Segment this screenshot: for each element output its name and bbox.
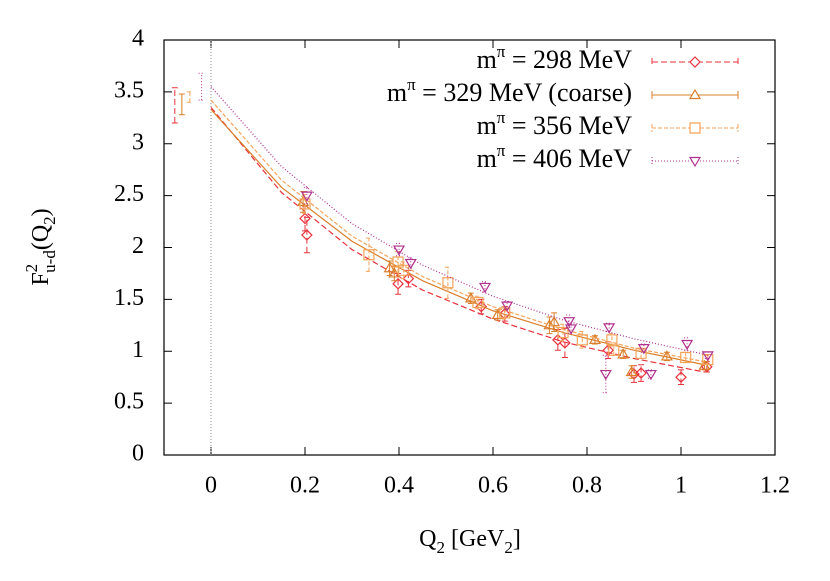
marker <box>392 277 404 290</box>
fit-curve <box>210 99 705 363</box>
error-bar <box>395 272 402 295</box>
error-bar <box>684 337 691 351</box>
marker <box>563 317 576 328</box>
y-tick-label: 0.5 <box>114 389 144 415</box>
marker <box>625 365 638 377</box>
y-tick-label: 0 <box>132 441 144 467</box>
fit-curve <box>210 109 705 366</box>
legend-label: mπ = 329 MeV (coarse) <box>387 75 632 107</box>
error-bar <box>474 295 481 310</box>
error-bar <box>303 216 310 254</box>
legend-marker <box>689 122 701 134</box>
x-tick-label: 1 <box>675 473 687 499</box>
error-bar <box>365 237 372 272</box>
marker <box>398 264 410 276</box>
marker <box>576 334 588 346</box>
marker <box>499 307 511 319</box>
marker <box>472 296 484 309</box>
y-tick-label: 1.5 <box>114 285 144 311</box>
y-tick-label: 2.5 <box>114 181 144 207</box>
marker <box>564 324 578 335</box>
marker <box>617 348 630 359</box>
x-tick-label: 0.6 <box>478 473 508 499</box>
legend-label: mπ = 356 MeV <box>477 108 633 140</box>
marker <box>301 229 313 241</box>
marker <box>442 277 454 289</box>
marker <box>501 301 514 312</box>
legend-marker <box>689 56 701 68</box>
marker <box>680 351 692 364</box>
marker <box>402 272 415 285</box>
marker <box>404 258 417 270</box>
x-tick-label: 0.4 <box>384 473 414 499</box>
y-axis-label: F2u-d(Q2) <box>22 208 59 285</box>
x-tick-label: 1.2 <box>760 473 790 499</box>
marker <box>644 369 657 381</box>
y-tick-label: 1 <box>132 337 144 363</box>
marker <box>602 344 614 357</box>
marker <box>588 333 602 344</box>
zero-error-bar <box>198 72 205 101</box>
fit-curve <box>210 107 705 373</box>
marker <box>299 198 311 210</box>
legend-marker <box>688 88 702 100</box>
marker <box>681 339 694 351</box>
marker <box>599 369 612 381</box>
y-tick-label: 4 <box>132 26 144 52</box>
legend-line <box>651 58 739 66</box>
marker <box>635 347 647 359</box>
legend-label: mπ = 406 MeV <box>477 141 633 173</box>
error-bar <box>303 186 310 205</box>
error-bar <box>602 354 609 394</box>
marker <box>608 344 620 356</box>
marker <box>299 212 311 225</box>
marker <box>702 353 714 366</box>
marker <box>637 344 650 355</box>
marker <box>548 316 561 327</box>
zero-error-bar <box>171 87 178 124</box>
error-bar <box>395 251 402 273</box>
x-tick-label: 0.2 <box>290 473 320 499</box>
marker <box>383 262 396 273</box>
marker <box>675 371 687 384</box>
error-bar <box>551 312 558 333</box>
y-tick-label: 3 <box>132 129 144 155</box>
zero-error-bar <box>186 91 193 103</box>
x-tick-label: 0.8 <box>572 473 602 499</box>
marker <box>557 326 569 339</box>
marker <box>603 323 616 334</box>
marker <box>635 367 647 379</box>
marker <box>478 282 492 294</box>
x-axis-label: Q2 [GeV2] <box>419 526 521 557</box>
legend-marker <box>688 156 702 168</box>
marker <box>392 256 404 268</box>
x-tick-label: 0 <box>205 473 217 499</box>
error-bar <box>608 333 615 347</box>
zero-error-bar <box>178 93 185 116</box>
marker <box>363 249 375 261</box>
error-bar <box>444 266 451 299</box>
error-bar <box>396 242 402 257</box>
y-tick-label: 2 <box>132 233 144 259</box>
legend-label: mπ = 298 MeV <box>477 42 633 74</box>
y-tick-label: 3.5 <box>114 77 144 103</box>
marker <box>660 350 673 361</box>
marker <box>300 191 313 202</box>
marker <box>297 195 310 206</box>
marker <box>392 245 406 256</box>
marker <box>701 351 714 362</box>
